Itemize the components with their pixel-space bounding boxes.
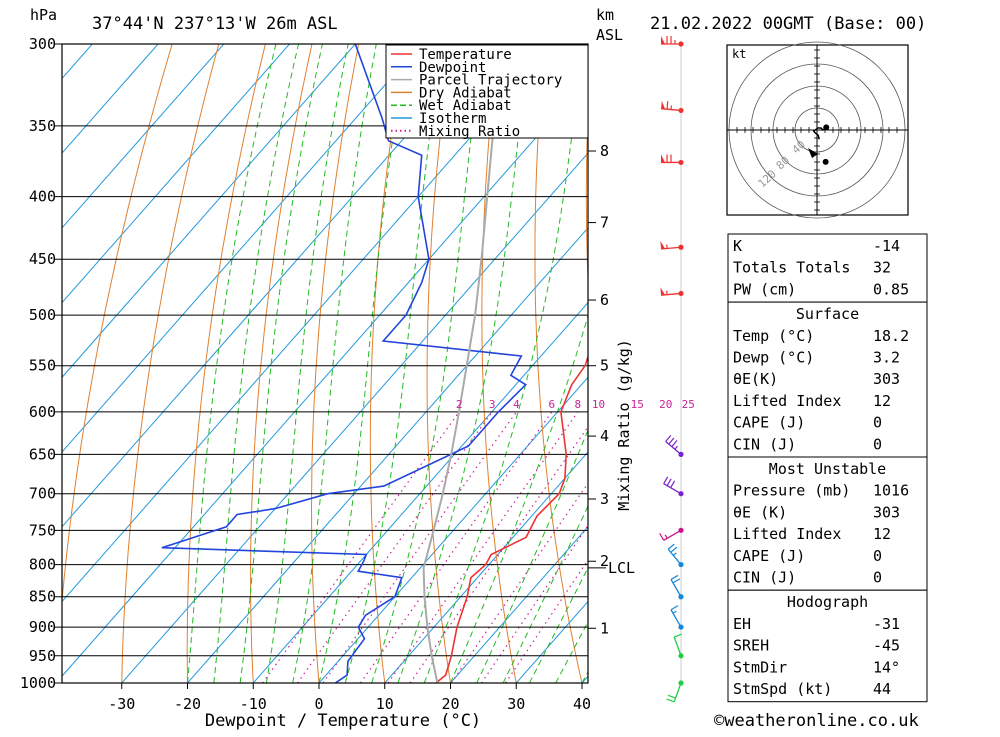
y-tick-label: 350 (29, 117, 56, 135)
lcl-label: LCL (608, 559, 635, 577)
km-tick-label: 4 (600, 427, 609, 445)
height-unit-label-2: ASL (596, 26, 623, 44)
indices-row-value: -45 (873, 637, 900, 655)
indices-row-value: 0 (873, 569, 882, 587)
indices-row-label: PW (cm) (733, 280, 796, 298)
indices-row-value: 303 (873, 370, 900, 388)
indices-row-label: EH (733, 615, 751, 633)
mixing-ratio-label: 2 (456, 398, 463, 411)
mixing-ratio-label: 3 (489, 398, 496, 411)
mixing-ratio-label: 4 (513, 398, 520, 411)
y-tick-label: 950 (29, 647, 56, 665)
indices-row-label: SREH (733, 637, 769, 655)
indices-row-label: CIN (J) (733, 569, 796, 587)
y-tick-label: 900 (29, 618, 56, 636)
mixing-ratio-label: 20 (659, 398, 672, 411)
indices-section-header: Most Unstable (769, 460, 886, 478)
indices-section-header: Surface (796, 305, 859, 323)
y-tick-label: 400 (29, 188, 56, 206)
pressure-unit-label: hPa (30, 6, 57, 24)
km-tick-label: 8 (600, 142, 609, 160)
y-tick-label: 300 (29, 35, 56, 53)
km-tick-label: 7 (600, 214, 609, 232)
indices-row-value: 3.2 (873, 349, 900, 367)
height-unit-label: km (596, 6, 614, 24)
indices-row-label: K (733, 237, 742, 255)
mixing-ratio-label: 6 (548, 398, 555, 411)
wind-level-dot (678, 624, 683, 629)
mixing-ratio-axis-title: Mixing Ratio (g/kg) (615, 339, 633, 511)
indices-row-label: StmDir (733, 658, 787, 676)
y-tick-label: 550 (29, 357, 56, 375)
y-tick-label: 500 (29, 306, 56, 324)
km-tick-label: 3 (600, 490, 609, 508)
wind-barb-feather (667, 101, 668, 109)
indices-row-label: CAPE (J) (733, 547, 805, 565)
indices-row-value: 0.85 (873, 280, 909, 298)
mixing-ratio-label: 25 (682, 398, 695, 411)
indices-row-value: -31 (873, 615, 900, 633)
y-tick-label: 700 (29, 485, 56, 503)
indices-table: K -14 Totals Totals 32 PW (cm) 0.85 Surface Tem… (728, 234, 927, 702)
indices-row-label: Temp (°C) (733, 327, 814, 345)
y-tick-label: 650 (29, 445, 56, 463)
mixing-ratio-label: 8 (574, 398, 581, 411)
indices-row-value: 14° (873, 658, 900, 676)
km-tick-label: 6 (600, 291, 609, 309)
indices-row-label: Totals Totals (733, 259, 850, 277)
indices-row-label: CIN (J) (733, 435, 796, 453)
indices-row-value: 12 (873, 392, 891, 410)
indices-row-value: 0 (873, 414, 882, 432)
indices-row-label: CAPE (J) (733, 414, 805, 432)
km-tick-label: 5 (600, 357, 609, 375)
indices-row-label: StmSpd (kt) (733, 680, 832, 698)
indices-row-label: θE (K) (733, 503, 787, 521)
indices-row-value: 18.2 (873, 327, 909, 345)
indices-row-label: Dewp (°C) (733, 349, 814, 367)
indices-row-label: θE(K) (733, 370, 778, 388)
indices-row-value: 12 (873, 525, 891, 543)
indices-row-value: 0 (873, 435, 882, 453)
x-tick-label: 30 (507, 695, 525, 713)
indices-row-label: Lifted Index (733, 525, 841, 543)
y-tick-label: 850 (29, 588, 56, 606)
credit-label: ©weatheronline.co.uk (714, 711, 919, 731)
y-tick-label: 1000 (20, 674, 56, 692)
x-tick-label: 40 (573, 695, 591, 713)
indices-row-value: 303 (873, 503, 900, 521)
indices-row-label: Lifted Index (733, 392, 841, 410)
x-axis-title: Dewpoint / Temperature (°C) (205, 711, 481, 731)
storm-motion-dot (823, 159, 829, 165)
indices-row-value: -14 (873, 237, 900, 255)
y-tick-label: 750 (29, 521, 56, 539)
hodograph-end-dot (823, 124, 829, 130)
x-tick-label: -20 (174, 695, 201, 713)
mixing-ratio-label: 10 (592, 398, 605, 411)
legend-entry: Mixing Ratio (419, 124, 520, 140)
x-tick-label: -30 (108, 695, 135, 713)
datetime-label: 21.02.2022 00GMT (Base: 00) (650, 14, 926, 34)
y-tick-label: 450 (29, 250, 56, 268)
location-label: 37°44'N 237°13'W 26m ASL (92, 14, 338, 34)
y-tick-label: 800 (29, 556, 56, 574)
indices-row-value: 1016 (873, 482, 909, 500)
km-tick-label: 1 (600, 619, 609, 637)
indices-row-value: 0 (873, 547, 882, 565)
indices-section-header: Hodograph (787, 593, 868, 611)
y-tick-label: 600 (29, 403, 56, 421)
hodograph-unit: kt (732, 47, 746, 61)
indices-row-value: 32 (873, 259, 891, 277)
indices-row-value: 44 (873, 680, 891, 698)
indices-row-label: Pressure (mb) (733, 482, 850, 500)
